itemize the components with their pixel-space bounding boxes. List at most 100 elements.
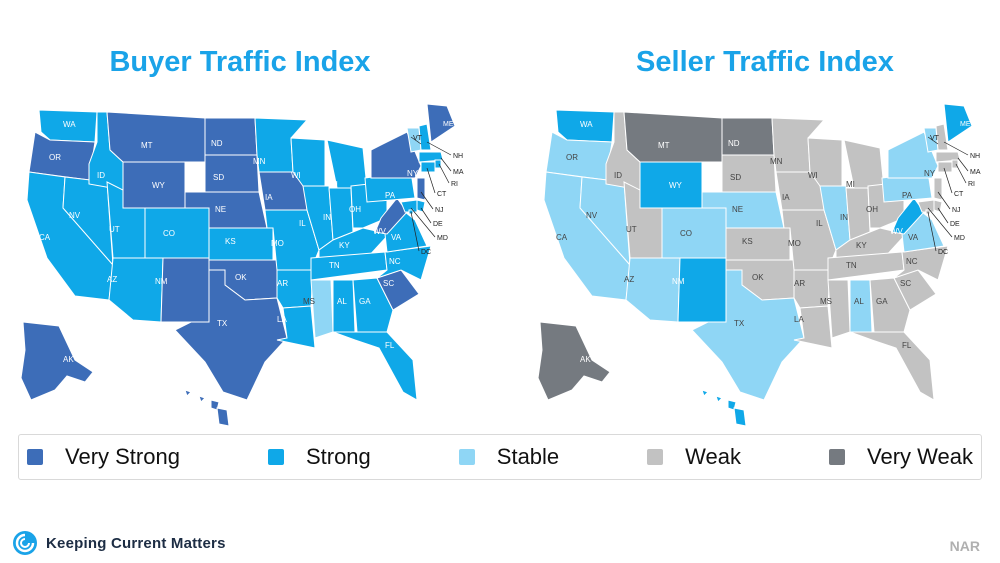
- state-label-ok: OK: [235, 273, 247, 282]
- state-label-hi: HI: [195, 409, 203, 418]
- leader-line-vt: [927, 136, 939, 145]
- state-label-sd: SD: [213, 173, 224, 182]
- leader-line-ma: [957, 157, 969, 172]
- state-label-va: VA: [391, 233, 402, 242]
- state-label-tx: TX: [217, 319, 228, 328]
- state-label-ut: UT: [109, 225, 120, 234]
- state-nd: [721, 117, 775, 156]
- state-ny: [887, 131, 939, 179]
- state-label-ma: MA: [453, 169, 464, 176]
- state-az: [108, 257, 164, 323]
- state-nj: [416, 177, 426, 201]
- state-label-co: CO: [163, 229, 175, 238]
- state-label-wv: WV: [890, 227, 904, 236]
- state-in: [845, 187, 871, 241]
- legend-item-strong: Strong: [267, 444, 371, 470]
- state-label-co: CO: [680, 229, 692, 238]
- state-ks: [208, 227, 274, 261]
- state-me: [943, 103, 973, 143]
- seller-map-title: Seller Traffic Index: [636, 46, 894, 78]
- state-ga: [352, 277, 394, 333]
- state-label-ri: RI: [451, 181, 458, 188]
- state-nc: [893, 245, 949, 281]
- state-label-wy: WY: [152, 181, 166, 190]
- state-label-in: IN: [323, 213, 331, 222]
- state-label-mo: MO: [788, 239, 801, 248]
- state-label-ne: NE: [732, 205, 743, 214]
- state-de: [933, 199, 943, 213]
- state-fl: [332, 331, 418, 401]
- state-wv: [374, 197, 408, 235]
- state-label-ct: CT: [954, 191, 964, 198]
- state-nd: [204, 117, 258, 156]
- leader-line-dc: [410, 211, 420, 252]
- state-label-or: OR: [49, 153, 61, 162]
- leader-line-de: [937, 207, 949, 224]
- leader-line-nj: [937, 191, 951, 210]
- state-hi: [198, 395, 206, 403]
- state-label-md: MD: [954, 235, 965, 242]
- leader-line-md: [410, 207, 436, 238]
- state-ms: [310, 279, 334, 339]
- state-label-de: DE: [433, 221, 443, 228]
- state-label-nm: NM: [672, 277, 685, 286]
- state-mt: [106, 111, 206, 163]
- leader-line-ct: [426, 167, 436, 194]
- leader-line-ma: [440, 157, 452, 172]
- state-label-nm: NM: [155, 277, 168, 286]
- state-label-dc: DC: [938, 249, 948, 256]
- state-label-al: AL: [337, 297, 347, 306]
- legend-swatch-weak: [647, 449, 664, 465]
- state-label-ar: AR: [794, 279, 805, 288]
- state-label-il: IL: [299, 219, 306, 228]
- legend-label: Strong: [305, 444, 371, 469]
- state-nc: [376, 245, 432, 281]
- state-label-wv: WV: [373, 227, 387, 236]
- legend-label: Weak: [685, 444, 742, 469]
- state-tx: [174, 269, 288, 401]
- seller-traffic-map: WA OR CA NV ID MT WY UT AZ CO NM ND SD NE KS OK TX MN IA MO…: [532, 100, 992, 430]
- state-label-dc: DC: [421, 249, 431, 256]
- state-label-pa: PA: [385, 191, 396, 200]
- state-label-va: VA: [908, 233, 919, 242]
- state-la: [793, 305, 833, 349]
- state-label-la: LA: [794, 315, 804, 324]
- state-label-vt: VT: [930, 135, 940, 142]
- map-legend: Very Strong Strong Stable Weak Very Weak: [18, 434, 982, 480]
- state-label-mi: MI: [329, 180, 338, 189]
- state-label-il: IL: [816, 219, 823, 228]
- state-co: [661, 207, 727, 259]
- state-ks: [725, 227, 791, 261]
- state-label-ak: AK: [580, 355, 591, 364]
- state-label-sd: SD: [730, 173, 741, 182]
- state-ct: [937, 161, 953, 173]
- legend-item-weak: Weak: [647, 444, 741, 470]
- state-label-nv: NV: [69, 211, 81, 220]
- legend-item-very-weak: Very Weak: [829, 444, 973, 470]
- state-label-ok: OK: [752, 273, 764, 282]
- state-label-wi: WI: [291, 171, 301, 180]
- state-label-ak: AK: [63, 355, 74, 364]
- state-ak: [537, 321, 611, 401]
- state-label-hi: HI: [712, 409, 720, 418]
- state-label-tx: TX: [734, 319, 745, 328]
- state-label-nc: NC: [906, 257, 918, 266]
- state-label-me: ME: [443, 121, 454, 128]
- state-co: [144, 207, 210, 259]
- state-label-ks: KS: [742, 237, 753, 246]
- state-al: [332, 279, 356, 333]
- state-label-oh: OH: [866, 205, 878, 214]
- state-label-mt: MT: [141, 141, 153, 150]
- state-label-mn: MN: [770, 157, 783, 166]
- legend-swatch-strong: [267, 449, 284, 465]
- state-label-md: MD: [437, 235, 448, 242]
- state-label-ny: NY: [924, 169, 936, 178]
- state-az: [625, 257, 681, 323]
- state-label-al: AL: [854, 297, 864, 306]
- state-label-nj: NJ: [435, 207, 444, 214]
- state-label-wy: WY: [669, 181, 683, 190]
- state-label-ut: UT: [626, 225, 637, 234]
- state-label-ia: IA: [265, 193, 273, 202]
- state-label-mo: MO: [271, 239, 284, 248]
- leader-line-vt: [410, 136, 422, 145]
